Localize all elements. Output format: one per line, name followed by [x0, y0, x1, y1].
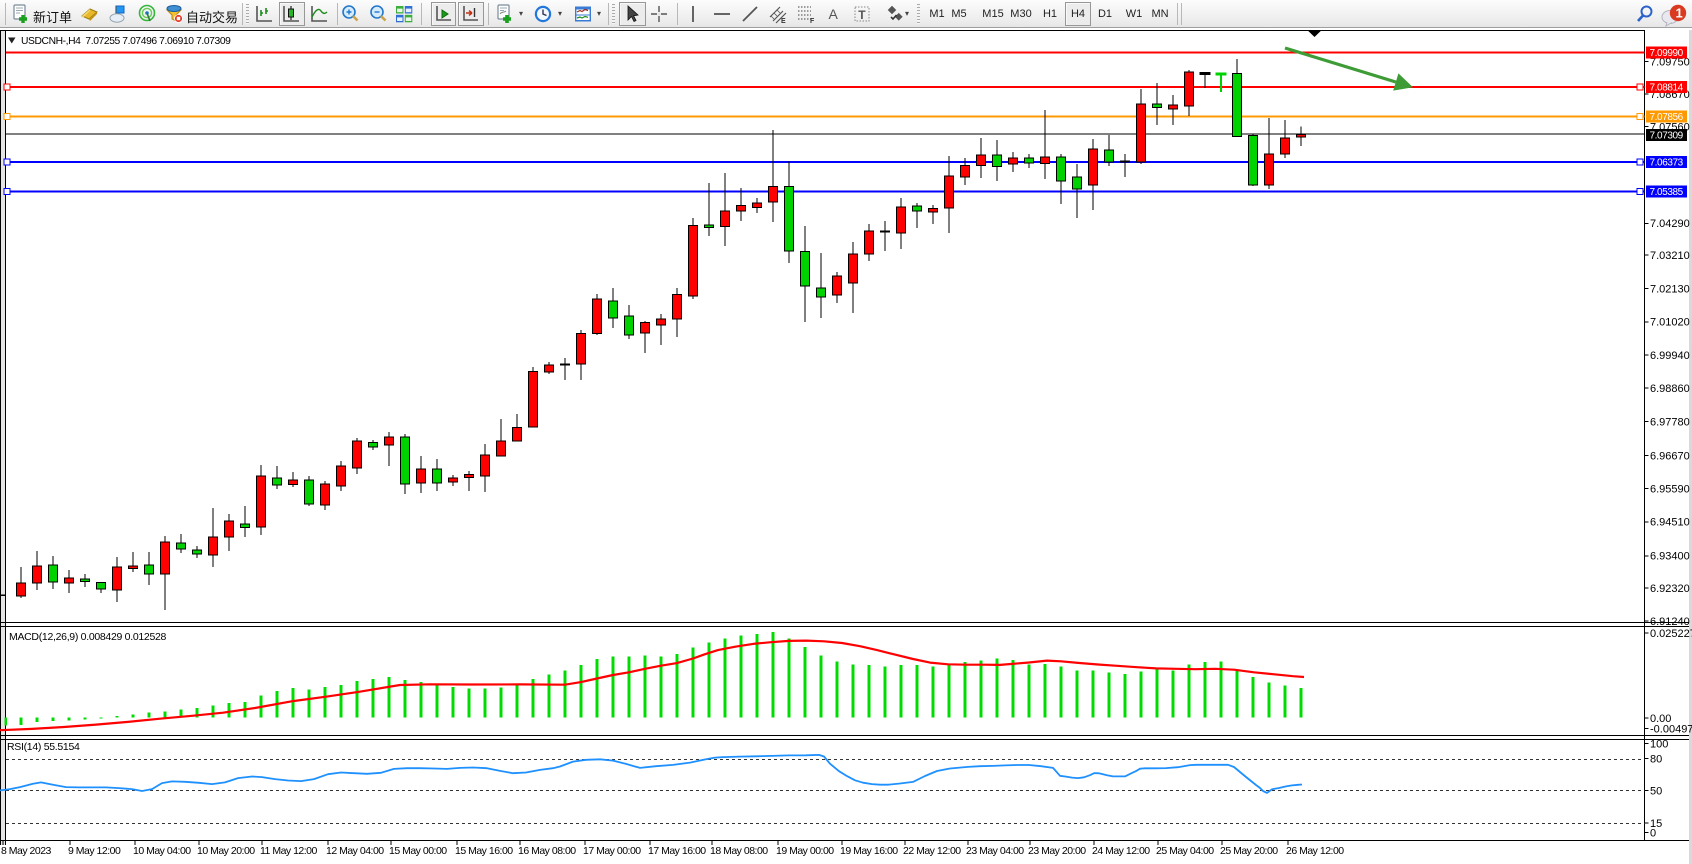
svg-text:7.03210: 7.03210	[1650, 250, 1690, 262]
svg-text:18 May 08:00: 18 May 08:00	[710, 845, 768, 857]
svg-text:USDCNH-,H4 7.07255 7.07496 7.: USDCNH-,H4 7.07255 7.07496 7.06910 7.073…	[21, 36, 231, 47]
svg-text:6.97780: 6.97780	[1650, 416, 1690, 428]
svg-text:RSI(14) 55.5154: RSI(14) 55.5154	[7, 741, 80, 753]
svg-text:F: F	[810, 18, 815, 24]
svg-text:19 May 16:00: 19 May 16:00	[840, 845, 898, 857]
svg-text:23 May 20:00: 23 May 20:00	[1028, 845, 1086, 857]
svg-text:50: 50	[1650, 785, 1662, 797]
svg-text:7.06373: 7.06373	[1650, 158, 1684, 169]
svg-text:6.98860: 6.98860	[1650, 383, 1690, 395]
svg-text:6.92320: 6.92320	[1650, 583, 1690, 595]
svg-text:7.04290: 7.04290	[1650, 218, 1690, 230]
svg-text:6.95590: 6.95590	[1650, 484, 1690, 496]
svg-text:6.96670: 6.96670	[1650, 450, 1690, 462]
svg-text:15: 15	[1650, 818, 1662, 830]
svg-text:11 May 12:00: 11 May 12:00	[260, 845, 318, 857]
svg-text:7.07856: 7.07856	[1650, 112, 1684, 123]
svg-text:19 May 00:00: 19 May 00:00	[776, 845, 834, 857]
svg-text:23 May 04:00: 23 May 04:00	[966, 845, 1024, 857]
svg-text:7.02130: 7.02130	[1650, 283, 1690, 295]
svg-text:-0.004976: -0.004976	[1650, 723, 1692, 735]
svg-text:17 May 16:00: 17 May 16:00	[648, 845, 706, 857]
svg-text:T: T	[858, 8, 866, 22]
svg-text:17 May 00:00: 17 May 00:00	[583, 845, 641, 857]
svg-text:25 May 04:00: 25 May 04:00	[1156, 845, 1214, 857]
svg-text:A: A	[829, 6, 839, 22]
svg-text:12 May 04:00: 12 May 04:00	[326, 845, 384, 857]
svg-text:1: 1	[1676, 6, 1683, 21]
svg-text:7.09750: 7.09750	[1650, 56, 1690, 68]
svg-text:100: 100	[1650, 739, 1668, 751]
svg-text:0: 0	[1650, 828, 1656, 840]
svg-text:24 May 12:00: 24 May 12:00	[1092, 845, 1150, 857]
svg-text:E: E	[781, 18, 786, 24]
svg-text:7.08814: 7.08814	[1650, 83, 1684, 94]
svg-text:8 May 2023: 8 May 2023	[1, 845, 52, 857]
svg-text:6.91240: 6.91240	[1650, 616, 1690, 628]
svg-text:7.05385: 7.05385	[1650, 187, 1684, 198]
svg-text:15 May 16:00: 15 May 16:00	[455, 845, 513, 857]
svg-text:22 May 12:00: 22 May 12:00	[903, 845, 961, 857]
svg-text:25 May 20:00: 25 May 20:00	[1220, 845, 1278, 857]
svg-text:26 May 12:00: 26 May 12:00	[1286, 845, 1344, 857]
svg-text:10 May 04:00: 10 May 04:00	[133, 845, 191, 857]
svg-text:0.00: 0.00	[1650, 713, 1671, 725]
svg-text:7.01020: 7.01020	[1650, 317, 1690, 329]
svg-text:0.025227: 0.025227	[1650, 628, 1692, 640]
svg-text:MACD(12,26,9) 0.008429 0.01252: MACD(12,26,9) 0.008429 0.012528	[9, 631, 167, 643]
svg-text:10 May 20:00: 10 May 20:00	[197, 845, 255, 857]
svg-text:6.94510: 6.94510	[1650, 517, 1690, 529]
svg-text:16 May 08:00: 16 May 08:00	[518, 845, 576, 857]
svg-text:80: 80	[1650, 753, 1662, 765]
svg-text:6.93400: 6.93400	[1650, 551, 1690, 563]
svg-text:6.99940: 6.99940	[1650, 350, 1690, 362]
svg-text:9 May 12:00: 9 May 12:00	[68, 845, 121, 857]
svg-text:7.07309: 7.07309	[1650, 131, 1684, 142]
svg-text:7.09990: 7.09990	[1650, 48, 1684, 59]
svg-text:15 May 00:00: 15 May 00:00	[389, 845, 447, 857]
